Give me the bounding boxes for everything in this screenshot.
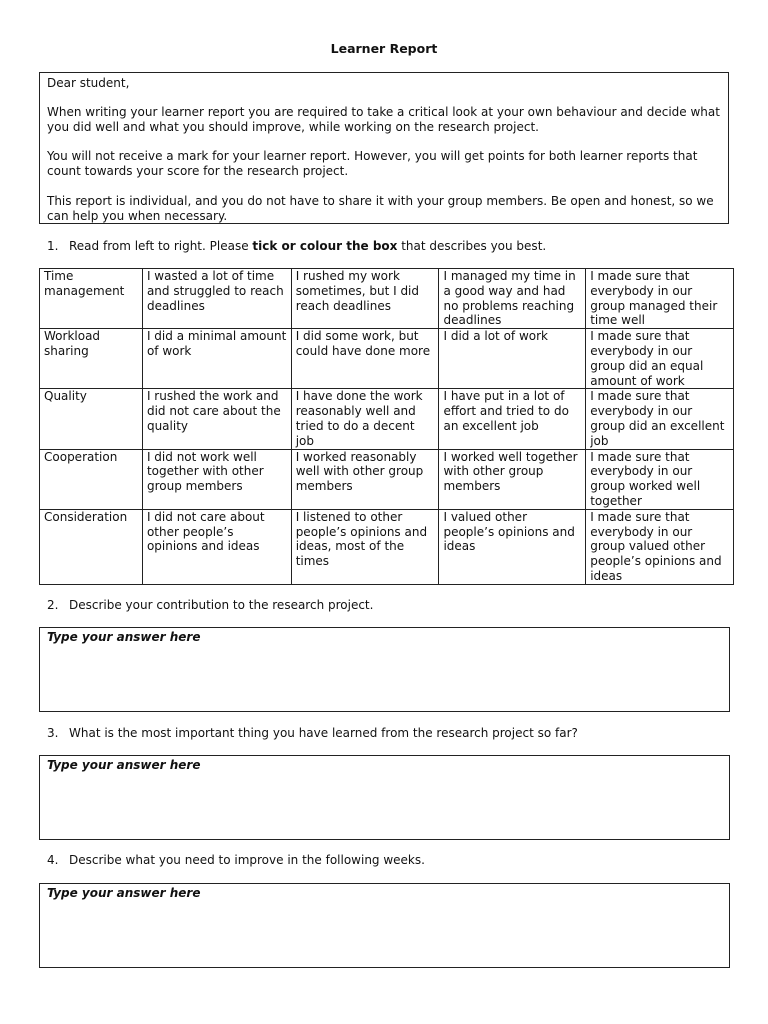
- question-1: 1. Read from left to right. Please tick o…: [47, 239, 546, 254]
- table-row: Time management I wasted a lot of time an…: [39, 267, 734, 330]
- level-option-cell[interactable]: I made sure that everybody in our group …: [585, 328, 734, 390]
- level-option-cell[interactable]: I valued other people’s opinions and ide…: [438, 508, 587, 585]
- question-text: Describe your contribution to the resear…: [69, 598, 374, 612]
- intro-paragraph: You will not receive a mark for your lea…: [47, 149, 698, 179]
- criterion-label: Time management: [39, 267, 143, 330]
- question-emphasis: tick or colour the box: [252, 239, 398, 253]
- answer-field-2[interactable]: Type your answer here: [39, 627, 730, 712]
- level-option-cell[interactable]: I did a lot of work: [438, 328, 587, 390]
- table-row: Consideration I did not care about other …: [39, 508, 734, 585]
- question-text: Read from left to right. Please: [69, 239, 253, 253]
- level-option-cell[interactable]: I made sure that everybody in our group …: [585, 508, 734, 585]
- level-option-cell[interactable]: I made sure that everybody in our group …: [585, 448, 734, 510]
- intro-paragraph: When writing your learner report you are…: [47, 104, 720, 134]
- level-option-cell[interactable]: I rushed the work and did not care about…: [141, 388, 292, 450]
- level-option-cell[interactable]: I did not care about other people’s opin…: [141, 508, 292, 585]
- level-option-cell[interactable]: I made sure that everybody in our group …: [585, 388, 734, 450]
- level-option-cell[interactable]: I managed my time in a good way and had …: [438, 267, 587, 330]
- self-assessment-table: Time management I wasted a lot of time an…: [39, 267, 734, 585]
- question-4: 4. Describe what you need to improve in t…: [47, 853, 425, 868]
- intro-box: Dear student, When writing your learner …: [39, 72, 729, 224]
- question-number: 1.: [47, 239, 59, 253]
- table-row: Workload sharing I did a minimal amount o…: [39, 328, 734, 390]
- answer-field-3[interactable]: Type your answer here: [39, 755, 730, 840]
- criterion-label: Workload sharing: [39, 328, 143, 390]
- criterion-label: Cooperation: [39, 448, 143, 510]
- level-option-cell[interactable]: I did not work well together with other …: [141, 448, 292, 510]
- greeting: Dear student,: [47, 76, 130, 90]
- question-text: What is the most important thing you hav…: [69, 726, 578, 740]
- level-option-cell[interactable]: I worked reasonably well with other grou…: [290, 448, 440, 510]
- level-option-cell[interactable]: I have put in a lot of effort and tried …: [438, 388, 587, 450]
- level-option-cell[interactable]: I wasted a lot of time and struggled to …: [141, 267, 292, 330]
- question-3: 3. What is the most important thing you h…: [47, 726, 578, 741]
- question-2: 2. Describe your contribution to the rese…: [47, 598, 373, 613]
- question-text: Describe what you need to improve in the…: [69, 853, 425, 867]
- table-row: Cooperation I did not work well together …: [39, 448, 734, 510]
- question-text: that describes you best.: [397, 239, 547, 253]
- criterion-label: Quality: [39, 388, 143, 450]
- level-option-cell[interactable]: I worked well together with other group …: [438, 448, 587, 510]
- criterion-label: Consideration: [39, 508, 143, 585]
- page-title: Learner Report: [330, 41, 438, 56]
- question-number: 4.: [47, 853, 59, 867]
- intro-paragraph: This report is individual, and you do no…: [47, 193, 714, 223]
- question-number: 3.: [47, 726, 59, 740]
- level-option-cell[interactable]: I have done the work reasonably well and…: [290, 388, 440, 450]
- answer-field-4[interactable]: Type your answer here: [39, 883, 730, 968]
- level-option-cell[interactable]: I did some work, but could have done mor…: [290, 328, 440, 390]
- question-number: 2.: [47, 598, 59, 612]
- level-option-cell[interactable]: I listened to other people’s opinions an…: [290, 508, 440, 585]
- table-row: Quality I rushed the work and did not car…: [39, 388, 734, 450]
- level-option-cell[interactable]: I rushed my work sometimes, but I did re…: [290, 267, 440, 330]
- level-option-cell[interactable]: I made sure that everybody in our group …: [585, 267, 734, 330]
- level-option-cell[interactable]: I did a minimal amount of work: [141, 328, 292, 390]
